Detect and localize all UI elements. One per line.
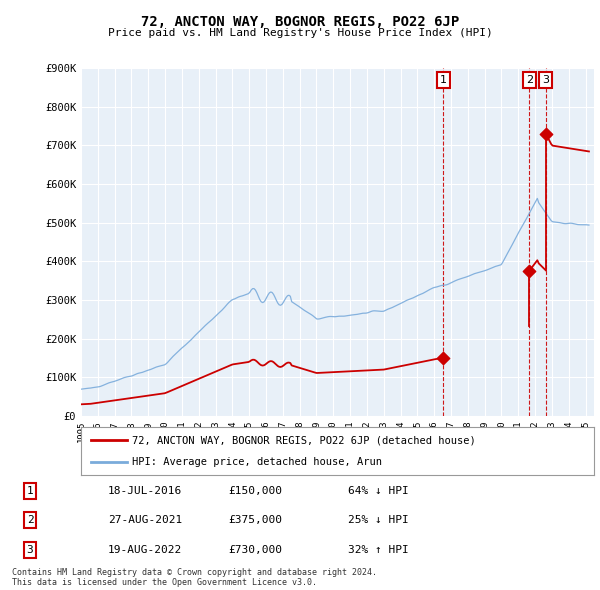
Text: 27-AUG-2021: 27-AUG-2021 xyxy=(108,516,182,525)
Text: HPI: Average price, detached house, Arun: HPI: Average price, detached house, Arun xyxy=(133,457,382,467)
Text: 2: 2 xyxy=(526,75,533,85)
Text: Price paid vs. HM Land Registry's House Price Index (HPI): Price paid vs. HM Land Registry's House … xyxy=(107,28,493,38)
Text: 32% ↑ HPI: 32% ↑ HPI xyxy=(348,545,409,555)
Text: £375,000: £375,000 xyxy=(228,516,282,525)
Text: £730,000: £730,000 xyxy=(228,545,282,555)
Text: 72, ANCTON WAY, BOGNOR REGIS, PO22 6JP (detached house): 72, ANCTON WAY, BOGNOR REGIS, PO22 6JP (… xyxy=(133,435,476,445)
Text: 25% ↓ HPI: 25% ↓ HPI xyxy=(348,516,409,525)
Text: 19-AUG-2022: 19-AUG-2022 xyxy=(108,545,182,555)
Text: 1: 1 xyxy=(26,486,34,496)
Text: 1: 1 xyxy=(440,75,447,85)
Point xyxy=(541,129,551,138)
Text: 64% ↓ HPI: 64% ↓ HPI xyxy=(348,486,409,496)
Point xyxy=(439,353,448,363)
Text: 2: 2 xyxy=(26,516,34,525)
Text: £150,000: £150,000 xyxy=(228,486,282,496)
Text: 72, ANCTON WAY, BOGNOR REGIS, PO22 6JP: 72, ANCTON WAY, BOGNOR REGIS, PO22 6JP xyxy=(141,15,459,29)
Text: Contains HM Land Registry data © Crown copyright and database right 2024.
This d: Contains HM Land Registry data © Crown c… xyxy=(12,568,377,587)
Text: 3: 3 xyxy=(542,75,549,85)
Text: 3: 3 xyxy=(26,545,34,555)
Point xyxy=(524,266,534,276)
Text: 18-JUL-2016: 18-JUL-2016 xyxy=(108,486,182,496)
